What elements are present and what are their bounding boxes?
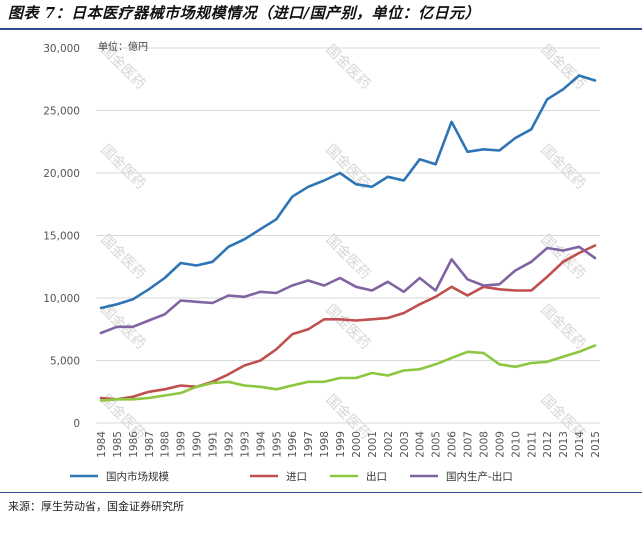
x-tick-label: 1988 (160, 431, 172, 458)
legend-label-4: 国内生产-出口 (446, 470, 513, 483)
x-tick-label: 2002 (383, 431, 395, 458)
x-tick-label: 2004 (415, 431, 427, 458)
x-tick-label: 2013 (558, 431, 570, 458)
x-tick-label: 1990 (192, 431, 204, 458)
x-tick-label: 1997 (303, 431, 315, 458)
legend-label-1: 国内市场规模 (106, 470, 169, 483)
legend-label-3: 出口 (366, 470, 387, 483)
x-tick-label: 2012 (542, 431, 554, 458)
figure-title: 图表 7：日本医疗器械市场规模情况（进口/国产别，单位：亿日元） (8, 4, 481, 22)
x-tick-label: 1986 (128, 431, 140, 458)
watermark-6: 国金医药 (97, 232, 148, 283)
x-tick-label: 2000 (351, 431, 363, 458)
x-tick-label: 2005 (431, 431, 443, 458)
x-tick-label: 1994 (255, 431, 267, 458)
x-tick-label: 1998 (319, 431, 331, 458)
unit-label: 单位：億円 (98, 40, 148, 53)
y-tick-label: 20,000 (43, 168, 80, 180)
x-tick-label: 2001 (367, 431, 379, 458)
bottom-rule (0, 492, 642, 493)
watermark-7: 国金医药 (322, 232, 373, 283)
x-tick-label: 1987 (144, 431, 156, 458)
y-tick-label: 25,000 (43, 106, 80, 118)
x-tick-label: 2009 (494, 431, 506, 458)
x-tick-label: 1989 (176, 431, 188, 458)
watermark-8: 国金医药 (537, 232, 588, 283)
x-tick-label: 2014 (574, 431, 586, 458)
y-tick-label: 15,000 (43, 231, 80, 243)
y-tick-label: 0 (73, 418, 80, 430)
y-tick-label: 30,000 (43, 43, 80, 55)
watermark-11: 国金医药 (537, 302, 588, 353)
legend-label-2: 进口 (286, 471, 307, 483)
watermark-1: 国金医药 (322, 42, 373, 93)
x-tick-label: 1999 (335, 431, 347, 458)
x-tick-label: 1992 (223, 431, 235, 458)
x-tick-label: 2010 (510, 431, 522, 458)
series-line-3 (99, 344, 597, 402)
x-tick-label: 2008 (478, 431, 490, 458)
top-rule (0, 28, 642, 30)
x-tick-label: 1984 (96, 431, 108, 458)
x-tick-label: 1993 (239, 431, 251, 458)
watermark-3: 国金医药 (97, 142, 148, 193)
y-tick-label: 5,000 (50, 356, 80, 368)
x-tick-label: 1985 (112, 431, 124, 458)
series-line-2 (99, 244, 597, 401)
x-tick-label: 2015 (590, 431, 602, 458)
figure-source: 来源：厚生劳动省，国金证券研究所 (8, 500, 184, 513)
y-tick-label: 10,000 (43, 293, 80, 305)
x-tick-label: 2006 (447, 431, 459, 458)
x-tick-label: 1991 (208, 431, 220, 458)
series-line-4 (99, 245, 597, 335)
x-tick-label: 1995 (271, 431, 283, 458)
x-tick-label: 2003 (399, 431, 411, 458)
watermark-2: 国金医药 (537, 42, 588, 93)
x-tick-label: 2007 (463, 431, 475, 458)
watermark-5: 国金医药 (537, 142, 588, 193)
x-tick-label: 1996 (287, 431, 299, 458)
series-line-1 (99, 74, 597, 310)
x-tick-label: 2011 (526, 431, 538, 458)
watermark-10: 国金医药 (322, 302, 373, 353)
